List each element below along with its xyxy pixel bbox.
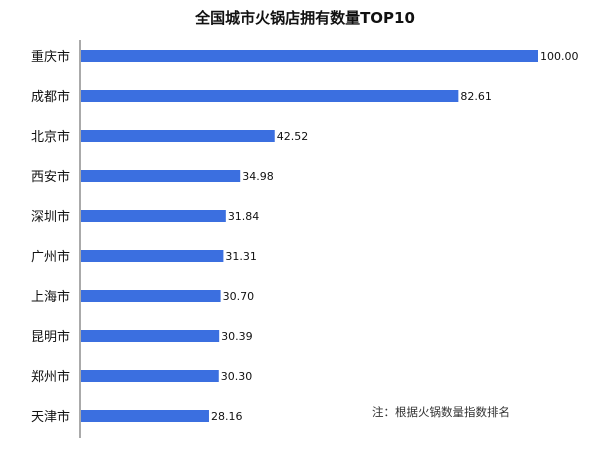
value-label: 30.70 (223, 290, 255, 303)
value-label: 34.98 (242, 170, 274, 183)
value-label: 42.52 (277, 130, 309, 143)
category-label: 西安市 (31, 169, 70, 185)
bar (81, 330, 220, 342)
category-label: 郑州市 (31, 369, 70, 385)
category-label: 深圳市 (31, 209, 70, 225)
category-label: 广州市 (31, 249, 70, 265)
bar (81, 250, 224, 262)
bar (81, 170, 241, 182)
bar (81, 290, 221, 302)
bar (81, 370, 219, 382)
value-label: 30.39 (221, 330, 253, 343)
category-label: 重庆市 (31, 49, 70, 65)
value-label: 28.16 (211, 410, 243, 423)
category-label: 北京市 (31, 129, 70, 145)
bar (81, 130, 275, 142)
bar (81, 210, 226, 222)
category-label: 昆明市 (31, 329, 70, 345)
bars-group: 重庆市 100.00 成都市 82.61 北京市 42.52 西安市 34.98 深圳市 31.8… (31, 49, 579, 425)
value-label: 31.31 (225, 250, 256, 263)
category-label: 天津市 (31, 409, 70, 425)
category-label: 成都市 (31, 89, 70, 105)
category-label: 上海市 (31, 289, 70, 305)
value-label: 82.61 (460, 90, 492, 103)
value-label: 31.84 (228, 210, 260, 223)
chart-annotation: 注：根据火锅数量指数排名 (372, 405, 510, 419)
bar (81, 90, 459, 102)
value-label: 30.30 (221, 370, 253, 383)
value-label: 100.00 (540, 50, 579, 63)
bar (81, 410, 209, 422)
bar (81, 50, 538, 62)
chart-title: 全国城市火锅店拥有数量TOP10 (194, 9, 415, 27)
